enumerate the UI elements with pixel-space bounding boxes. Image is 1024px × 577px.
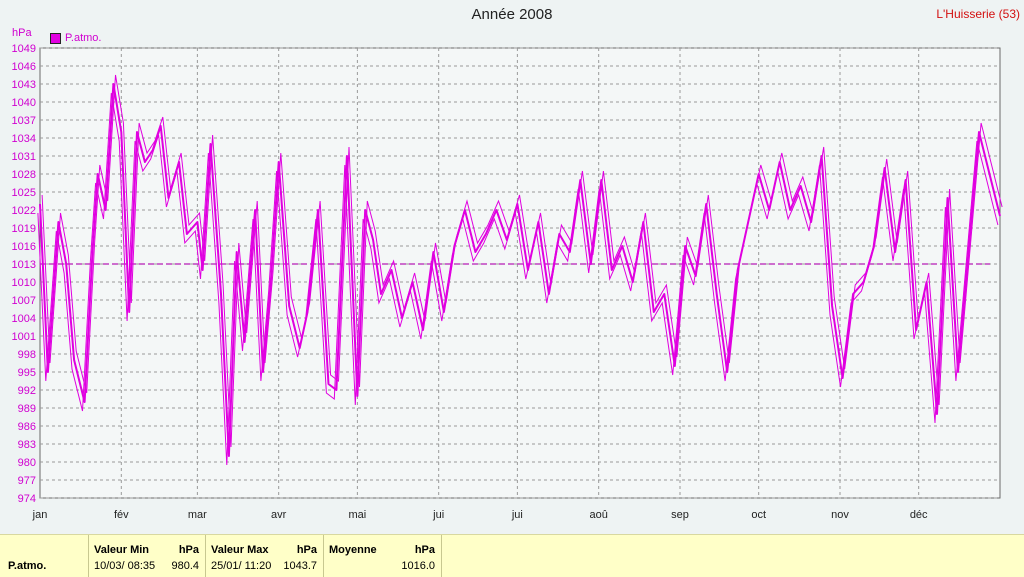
series-p-atmo [37,74,1003,466]
x-tick-label: aoû [590,509,608,521]
stats-table: P.atmo. Valeur Min hPa 10/03/ 08:35 980.… [0,534,1024,577]
series-line-p-atmo [39,83,1001,457]
x-tick-label: sep [671,509,689,521]
y-tick-label: 1049 [12,43,36,55]
y-tick-label: 1025 [12,187,36,199]
station-name: L'Huisserie (53) [936,7,1020,21]
stats-mean-cell: Moyenne hPa 1016.0 [323,535,442,577]
stats-row-label: P.atmo. [8,560,47,572]
stats-min-date: 10/03/ 08:35 [94,560,156,572]
y-tick-label: 998 [18,349,36,361]
x-tick-label: fév [114,509,129,521]
series-line-p-atmo-max [41,74,1003,448]
y-tick-label: 1010 [12,277,36,289]
series-line-p-atmo-min [37,92,999,466]
y-tick-label: 1034 [12,133,36,145]
y-tick-label: 1037 [12,115,36,127]
stats-min-cell: Valeur Min hPa 10/03/ 08:35 980.4 [88,535,206,577]
y-axis-ticks: 974 977 980 983 986 989 992 995 998 1001 1004 1007 1… [12,43,36,505]
x-tick-label: mar [188,509,207,521]
y-tick-label: 995 [18,367,36,379]
pressure-chart: 974 977 980 983 986 989 992 995 998 1001 1004 1007 1… [12,43,1003,521]
plot-area [39,47,1001,499]
stats-min-value: 980.4 [171,560,199,572]
y-tick-label: 1013 [12,259,36,271]
y-tick-label: 992 [18,385,36,397]
x-axis-ticks: jan fév mar avr mai jui jui aoû sep oct nov déc [32,509,928,521]
y-axis-unit: hPa [12,27,32,39]
stats-max-date: 25/01/ 11:20 [211,560,272,572]
y-tick-label: 1022 [12,205,36,217]
y-tick-label: 974 [18,493,36,505]
y-tick-label: 1040 [12,97,36,109]
stats-mean-value: 1016.0 [401,560,435,572]
x-tick-label: jui [432,509,444,521]
legend[interactable]: P.atmo. [50,32,102,44]
legend-label: P.atmo. [65,32,102,44]
y-tick-label: 983 [18,439,36,451]
grid-lines [40,47,1000,499]
x-tick-label: déc [910,509,928,521]
x-tick-label: mai [349,509,367,521]
stats-mean-header: Moyenne [329,544,377,556]
y-tick-label: 1046 [12,61,36,73]
x-tick-label: avr [271,509,287,521]
y-tick-label: 986 [18,421,36,433]
y-tick-label: 1001 [12,331,36,343]
y-tick-label: 977 [18,475,36,487]
stats-max-unit: hPa [296,544,317,556]
x-tick-label: nov [831,509,849,521]
y-tick-label: 1007 [12,295,36,307]
y-tick-label: 1031 [12,151,36,163]
y-tick-label: 1028 [12,169,36,181]
x-tick-label: jui [511,509,523,521]
stats-row-name-cell: P.atmo. [0,535,89,577]
x-tick-label: oct [751,509,766,521]
y-tick-label: 1019 [12,223,36,235]
stats-max-header: Valeur Max [211,544,269,556]
legend-swatch-icon [50,32,61,44]
y-tick-label: 1016 [12,241,36,253]
stats-min-unit: hPa [178,544,199,556]
y-tick-label: 1004 [12,313,36,325]
x-tick-label: jan [32,509,48,521]
y-tick-label: 1043 [12,79,36,91]
y-tick-label: 989 [18,403,36,415]
chart-title: Année 2008 [471,6,553,23]
stats-max-cell: Valeur Max hPa 25/01/ 11:20 1043.7 [205,535,324,577]
stats-mean-unit: hPa [414,544,435,556]
y-tick-label: 980 [18,457,36,469]
stats-min-header: Valeur Min [94,544,150,556]
stats-max-value: 1043.7 [283,560,317,572]
